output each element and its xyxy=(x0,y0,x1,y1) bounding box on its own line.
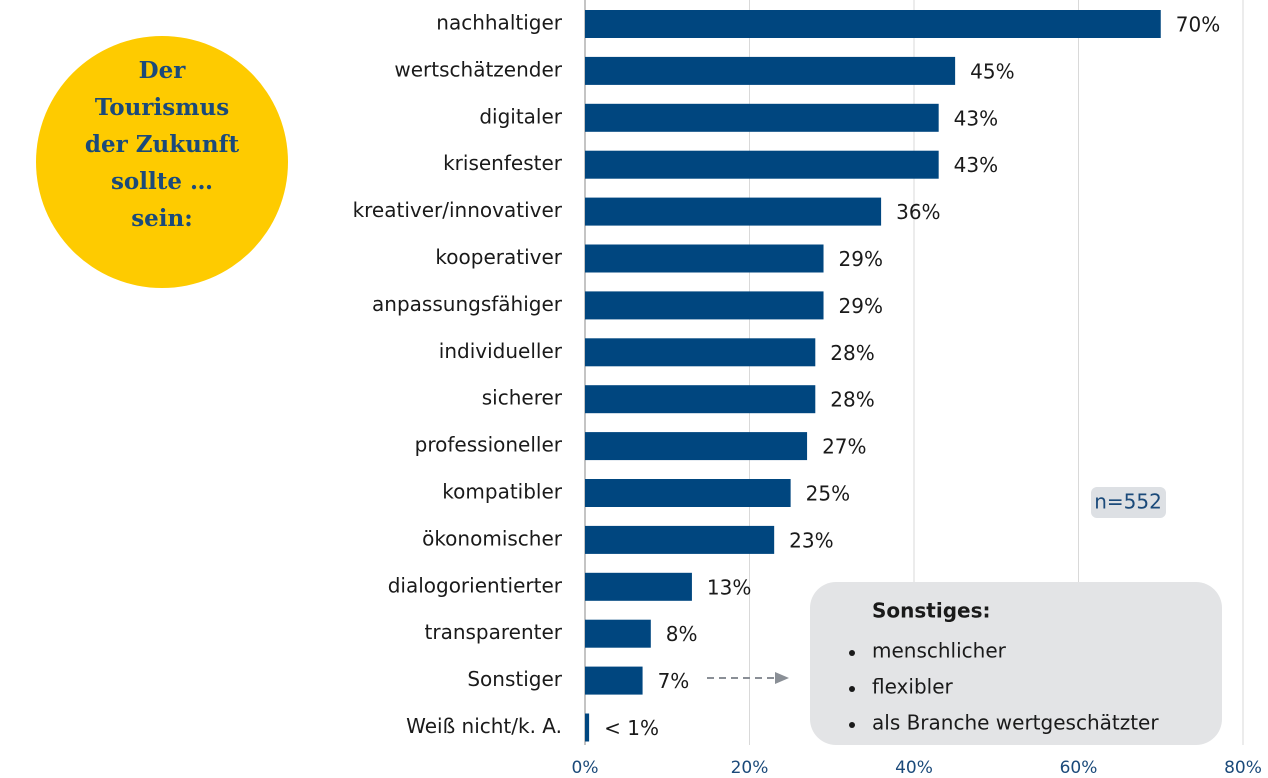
badge-text: der Zukunft xyxy=(85,131,240,158)
value-label: < 1% xyxy=(604,716,659,740)
x-tick-label: 0% xyxy=(572,758,599,778)
category-label: transparenter xyxy=(425,620,563,644)
category-label: anpassungsfähiger xyxy=(372,292,563,316)
category-label: professioneller xyxy=(415,433,563,457)
badge-text: sein: xyxy=(131,205,193,232)
bullet xyxy=(849,650,855,656)
category-label: digitaler xyxy=(479,104,562,128)
value-label: 27% xyxy=(822,435,866,459)
bar xyxy=(585,666,643,695)
bar xyxy=(585,432,808,461)
badge-circle xyxy=(36,36,288,288)
callout-item: als Branche wertgeschätzter xyxy=(872,711,1159,735)
value-label: 25% xyxy=(806,482,850,506)
bar xyxy=(585,244,824,273)
sample-box xyxy=(1091,487,1166,518)
category-label: kompatibler xyxy=(442,480,562,504)
bar xyxy=(585,619,651,648)
x-tick-label: 80% xyxy=(1224,758,1262,778)
value-label: 28% xyxy=(830,341,874,365)
value-label: 29% xyxy=(839,247,883,271)
callout-box xyxy=(810,582,1222,745)
category-label: sicherer xyxy=(482,386,563,410)
value-label: 13% xyxy=(707,575,751,599)
value-label: 8% xyxy=(666,622,698,646)
value-label: 70% xyxy=(1176,13,1220,37)
category-label: dialogorientierter xyxy=(388,573,563,597)
arrow-head xyxy=(775,672,789,684)
category-label: ökonomischer xyxy=(422,526,563,550)
category-label: kreativer/innovativer xyxy=(353,198,563,222)
bar xyxy=(585,385,816,414)
category-label: krisenfester xyxy=(443,151,563,175)
badge-text: sollte … xyxy=(111,168,213,195)
category-label: Sonstiger xyxy=(467,667,562,691)
callout-item: menschlicher xyxy=(872,639,1007,663)
bar xyxy=(585,713,590,742)
value-label: 43% xyxy=(954,106,998,130)
bullet xyxy=(849,686,855,692)
x-tick-label: 40% xyxy=(895,758,933,778)
value-label: 36% xyxy=(896,200,940,224)
x-tick-label: 60% xyxy=(1060,758,1098,778)
bullet xyxy=(849,722,855,728)
bar xyxy=(585,103,939,132)
sample-size: n=552 xyxy=(1094,490,1162,514)
value-label: 45% xyxy=(970,59,1014,83)
x-tick-label: 20% xyxy=(731,758,769,778)
bar xyxy=(585,338,816,367)
bar xyxy=(585,10,1161,38)
category-label: nachhaltiger xyxy=(436,11,562,35)
bar xyxy=(585,572,692,601)
bar xyxy=(585,291,824,320)
category-label: kooperativer xyxy=(435,245,562,269)
category-label: wertschätzender xyxy=(394,57,562,81)
category-label: individueller xyxy=(439,339,563,363)
bar xyxy=(585,525,775,554)
bar xyxy=(585,479,791,507)
value-label: 29% xyxy=(839,294,883,318)
badge-text: Tourismus xyxy=(95,94,229,121)
value-label: 43% xyxy=(954,153,998,177)
category-label: Weiß nicht/k. A. xyxy=(406,714,562,738)
value-label: 23% xyxy=(789,528,833,552)
callout-title: Sonstiges: xyxy=(872,599,991,623)
badge-text: Der xyxy=(139,57,187,84)
bar xyxy=(585,150,939,179)
bar xyxy=(585,197,882,226)
bar xyxy=(585,56,956,85)
callout-item: flexibler xyxy=(872,675,954,699)
value-label: 7% xyxy=(658,669,690,693)
value-label: 28% xyxy=(830,388,874,412)
